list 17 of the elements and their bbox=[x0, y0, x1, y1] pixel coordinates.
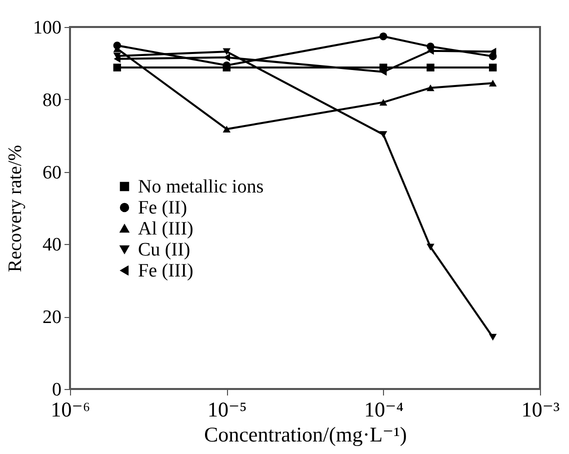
x-axis-title: Concentration/(mg·L⁻¹) bbox=[204, 422, 407, 446]
legend-label: No metallic ions bbox=[138, 176, 264, 198]
y-tick-label: 40 bbox=[42, 234, 62, 256]
legend-label: Fe (III) bbox=[138, 260, 194, 282]
y-axis-title: Recovery rate/% bbox=[5, 144, 26, 272]
x-tick-label: 10⁻⁶ bbox=[50, 398, 90, 422]
x-tick-label: 10⁻³ bbox=[521, 398, 560, 422]
y-tick-label: 100 bbox=[33, 18, 62, 38]
x-tick-label: 10⁻⁵ bbox=[207, 398, 247, 422]
y-tick-label: 80 bbox=[42, 90, 62, 111]
y-tick-label: 60 bbox=[42, 162, 62, 184]
legend-label: Al (III) bbox=[138, 218, 194, 240]
legend-label: Cu (II) bbox=[138, 240, 190, 260]
y-tick-label: 0 bbox=[52, 380, 62, 400]
y-tick-label: 20 bbox=[42, 307, 62, 328]
x-tick-label: 10⁻⁴ bbox=[364, 398, 404, 422]
legend-label: Fe (II) bbox=[138, 198, 188, 218]
